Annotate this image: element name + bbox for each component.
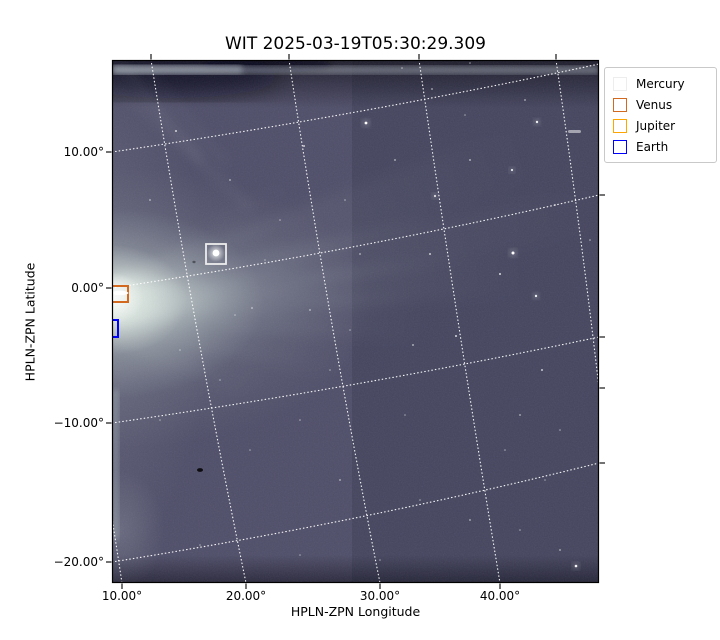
latitude-gridline: [112, 336, 599, 424]
legend-label-earth: Earth: [636, 139, 669, 154]
y-tick-label-3: −20.00°: [53, 555, 104, 569]
longitude-gridline: [418, 60, 501, 583]
y-tick-label-0: 10.00°: [63, 145, 104, 159]
legend-item-jupiter: Jupiter: [613, 115, 708, 136]
latitude-gridline: [112, 462, 599, 563]
x-tick-label-1: 20.00°: [225, 589, 267, 603]
y-tick-label-1: 0.00°: [71, 281, 104, 295]
longitude-gridline: [288, 60, 381, 583]
mercury-swatch-icon: [613, 76, 627, 91]
legend-item-mercury: Mercury: [613, 73, 708, 94]
jupiter-swatch-icon: [613, 118, 627, 133]
venus-marker: [112, 285, 129, 303]
legend-label-venus: Venus: [636, 97, 673, 112]
y-tick-label-2: −10.00°: [53, 416, 104, 430]
legend-label-jupiter: Jupiter: [636, 118, 676, 133]
planet-markers: [112, 243, 227, 338]
longitude-gridline: [112, 517, 123, 583]
x-tick-label-0: 10.00°: [101, 589, 143, 603]
legend: Mercury Venus Jupiter Earth: [604, 67, 717, 163]
latitude-gridline: [112, 194, 599, 289]
plot-title: WIT 2025-03-19T05:30:29.309: [225, 34, 486, 54]
x-tick-label-2: 30.00°: [359, 589, 401, 603]
earth-swatch-icon: [613, 139, 627, 154]
sky-image-plot: [106, 54, 605, 589]
axes-frame: [111, 59, 600, 584]
axis-ticks: [106, 54, 605, 589]
longitude-gridline: [150, 60, 247, 583]
latitude-gridline: [112, 63, 599, 153]
venus-streak: [112, 290, 129, 296]
longitude-gridline: [555, 60, 599, 389]
legend-item-earth: Earth: [613, 136, 708, 157]
legend-item-venus: Venus: [613, 94, 708, 115]
earth-marker: [112, 319, 119, 338]
image-layers: [112, 60, 599, 583]
graticule: [112, 60, 599, 583]
stars: [149, 62, 591, 570]
x-axis-label: HPLN-ZPN Longitude: [290, 604, 421, 619]
venus-swatch-icon: [613, 97, 627, 112]
mercury-dot: [212, 249, 220, 257]
x-tick-label-3: 40.00°: [479, 589, 521, 603]
legend-label-mercury: Mercury: [636, 76, 685, 91]
